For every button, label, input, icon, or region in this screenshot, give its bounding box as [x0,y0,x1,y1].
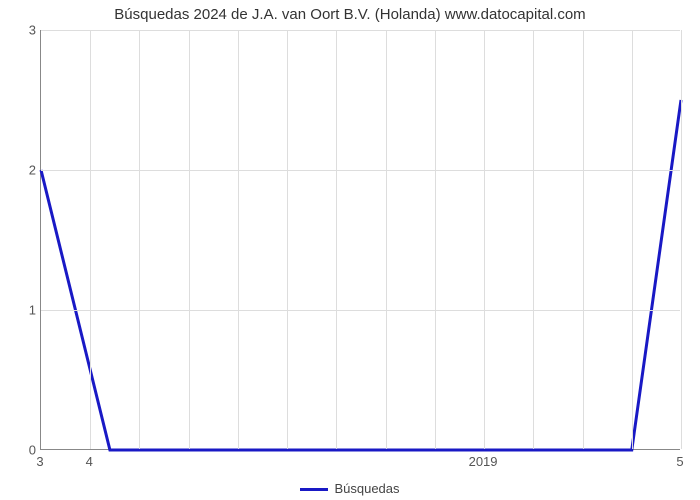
gridline-vertical [632,30,633,449]
line-series [41,30,680,449]
x-tick-label: 4 [86,454,93,469]
gridline-vertical [287,30,288,449]
gridline-vertical [386,30,387,449]
chart-title: Búsquedas 2024 de J.A. van Oort B.V. (Ho… [0,6,700,23]
gridline-vertical [336,30,337,449]
gridline-vertical [484,30,485,449]
legend: Búsquedas [0,481,700,496]
y-tick-label: 0 [6,443,36,458]
gridline-vertical [189,30,190,449]
x-tick-label: 3 [36,454,43,469]
y-tick-label: 3 [6,23,36,38]
gridline-vertical [435,30,436,449]
x-tick-label: 2019 [469,454,498,469]
legend-swatch [300,488,328,491]
gridline-horizontal [41,310,680,311]
x-tick-label: 5 [676,454,683,469]
gridline-vertical [90,30,91,449]
plot-area [40,30,680,450]
gridline-vertical [681,30,682,449]
gridline-horizontal [41,170,680,171]
y-tick-label: 1 [6,303,36,318]
gridline-vertical [238,30,239,449]
gridline-vertical [583,30,584,449]
gridline-vertical [533,30,534,449]
legend-label: Búsquedas [334,481,399,496]
y-tick-label: 2 [6,163,36,178]
gridline-vertical [139,30,140,449]
gridline-horizontal [41,30,680,31]
